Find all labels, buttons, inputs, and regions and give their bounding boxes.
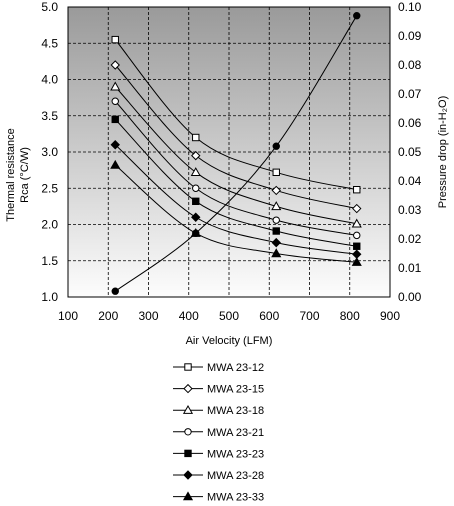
legend-marker-2 <box>183 383 193 394</box>
legend-label-1: MWA 23-12 <box>207 362 264 374</box>
y-left-tick-label: 1.0 <box>41 290 58 304</box>
series-line-5 <box>114 119 357 247</box>
legend-label-7: MWA 23-33 <box>207 492 264 504</box>
series-4-point <box>353 231 361 240</box>
series-7-point <box>110 159 121 169</box>
series-6-point <box>191 212 201 222</box>
y-right-tick-label: 0.05 <box>398 145 422 159</box>
legend-label-2: MWA 23-15 <box>207 384 264 396</box>
pressure-drop-point <box>353 12 361 20</box>
legend-label-5: MWA 23-23 <box>207 448 264 460</box>
series-line-3 <box>114 86 357 225</box>
series-line-7 <box>114 164 357 263</box>
series-4-point <box>111 97 119 105</box>
series-5-point <box>353 242 361 250</box>
series-7-point <box>271 248 282 258</box>
series-1-point <box>111 35 119 44</box>
y-right-tick-label: 0.07 <box>398 87 422 101</box>
y-right-tick-label: 0.00 <box>398 290 422 304</box>
y-right-tick-label: 0.02 <box>398 232 422 246</box>
legend-label-6: MWA 23-28 <box>207 470 264 482</box>
x-tick-label: 700 <box>299 309 319 323</box>
series-1-point <box>272 168 280 177</box>
series-3-point <box>351 218 362 228</box>
y-left-tick-label: 2.5 <box>41 181 58 195</box>
y-right-tick-label: 0.04 <box>398 174 422 188</box>
x-tick-label: 800 <box>340 309 360 323</box>
x-tick-label: 300 <box>138 309 158 323</box>
y-left-tick-label: 5.0 <box>41 0 58 14</box>
series-layer <box>110 12 362 295</box>
series-3-point <box>190 167 201 176</box>
y-right-tick-label: 0.10 <box>398 0 422 14</box>
series-2-point <box>191 150 201 161</box>
series-line-6 <box>114 144 357 255</box>
x-tick-label: 900 <box>380 309 400 323</box>
series-1-point <box>353 186 361 194</box>
x-tick-label: 500 <box>219 309 239 323</box>
series-line-4 <box>114 100 357 236</box>
series-5-point <box>192 197 200 206</box>
series-3-point <box>110 81 121 91</box>
series-4-point <box>192 184 200 192</box>
y-right-axis-ticks: 0.00 0.01 0.02 0.03 0.04 0.05 0.06 0.07 0.08 0.09… <box>398 0 422 304</box>
x-tick-label: 100 <box>58 309 78 323</box>
series-2-point <box>110 60 120 70</box>
legend-label-4: MWA 23-21 <box>207 427 264 439</box>
x-axis-ticks: 100 200 300 400 500 600 700 800 900 <box>58 309 400 323</box>
y-left-tick-label: 1.5 <box>41 254 58 268</box>
legend-marker-3 <box>182 404 194 414</box>
x-tick-label: 400 <box>179 309 199 323</box>
y-right-axis-title: Pressure drop (in-H₂O) <box>437 96 449 208</box>
pressure-drop-point <box>111 287 119 295</box>
series-6-point <box>271 237 281 248</box>
pressure-drop-point <box>192 229 200 237</box>
y-left-tick-label: 4.0 <box>41 73 58 87</box>
y-left-axis-title-line2: Rca (°C/W) <box>19 147 31 203</box>
plot-border <box>67 6 391 298</box>
y-left-tick-label: 3.5 <box>41 109 58 123</box>
series-5-point <box>111 115 119 124</box>
y-left-axis-ticks: 1.0 1.5 2.0 2.5 3.0 3.5 4.0 4.5 5.0 <box>41 0 58 304</box>
series-1-point <box>192 133 200 142</box>
y-left-tick-label: 2.0 <box>41 218 58 232</box>
grid <box>68 7 390 297</box>
series-4-point <box>272 216 280 224</box>
series-3-point <box>271 201 282 211</box>
legend-label-3: MWA 23-18 <box>207 405 264 417</box>
legend-marker-1 <box>184 363 192 371</box>
y-left-axis-title-line1: Thermal resistance <box>5 128 17 222</box>
y-right-tick-label: 0.06 <box>398 116 422 130</box>
series-2-point <box>271 185 281 196</box>
x-axis-title: Air Velocity (LFM) <box>186 335 273 347</box>
y-right-tick-label: 0.09 <box>398 29 422 43</box>
legend-marker-6 <box>183 470 193 480</box>
y-right-tick-label: 0.01 <box>398 261 422 275</box>
series-line-1 <box>114 39 357 191</box>
y-right-tick-label: 0.08 <box>398 58 422 72</box>
legend-marker-5 <box>184 449 192 458</box>
legend-marker-7 <box>182 491 194 501</box>
y-right-tick-label: 0.03 <box>398 203 422 217</box>
series-2-point <box>352 203 362 214</box>
y-left-tick-label: 4.5 <box>41 36 58 50</box>
series-7-point <box>351 256 362 266</box>
series-5-point <box>272 227 280 235</box>
y-left-tick-label: 3.0 <box>41 145 58 159</box>
x-tick-label: 600 <box>259 309 279 323</box>
series-line-2 <box>114 64 357 210</box>
x-tick-label: 200 <box>98 309 118 323</box>
legend: MWA 23-12 MWA 23-15 MWA 23-18 MWA 23-21 MWA … <box>173 362 264 504</box>
legend-marker-4 <box>184 428 192 436</box>
series-6-point <box>110 140 120 150</box>
pressure-drop-line <box>114 15 358 292</box>
pressure-drop-point <box>272 142 280 150</box>
